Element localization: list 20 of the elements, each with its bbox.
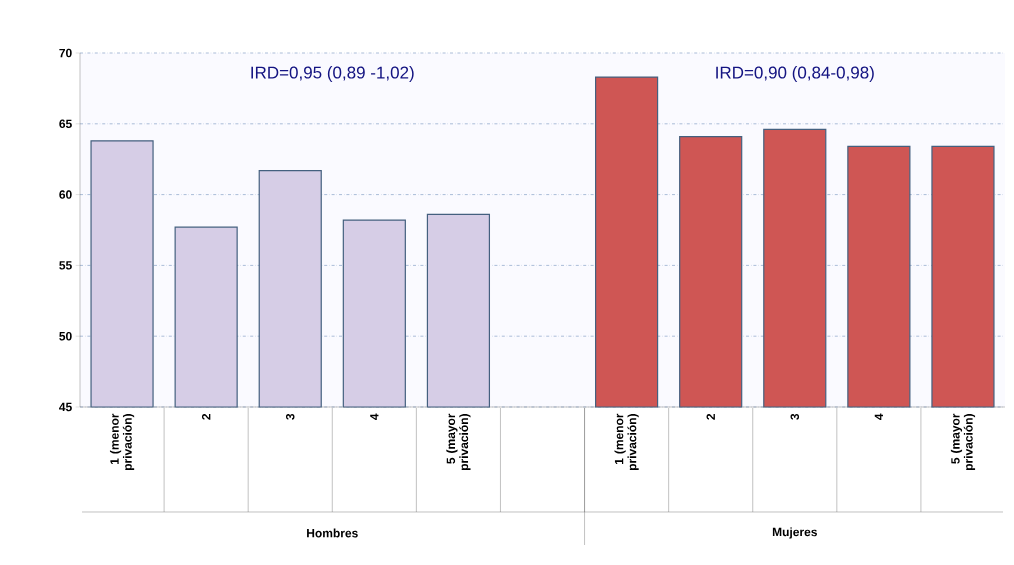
y-tick-label: 45	[59, 402, 72, 412]
x-tick-label: 5 (mayor privación)	[950, 413, 976, 471]
y-tick-label: 70	[59, 48, 72, 58]
x-tick-label: 5 (mayor privación)	[446, 413, 471, 471]
x-tick-label: 4	[874, 413, 883, 420]
y-tick-label: 60	[59, 190, 72, 199]
x-tick-label: 3	[285, 413, 295, 420]
annotation: IRD=0,95 (0,89 -1,02)	[251, 66, 414, 82]
x-tick-label: 2	[201, 413, 211, 420]
x-tick-label: 3	[790, 413, 800, 420]
y-tick-label: 55	[59, 261, 72, 270]
text: Mujeres	[772, 527, 817, 539]
text: Hombres	[307, 528, 358, 538]
x-tick-label: 2	[706, 413, 715, 420]
y-tick-label: 50	[59, 331, 72, 341]
x-tick-label: 1 (menor privación)	[109, 413, 135, 471]
x-tick-label: 1 (menor privación)	[614, 413, 639, 471]
x-tick-label: 4	[370, 413, 379, 420]
annotation: IRD=0,90 (0,84-0,98)	[716, 66, 874, 82]
y-tick-label: 65	[59, 119, 72, 129]
